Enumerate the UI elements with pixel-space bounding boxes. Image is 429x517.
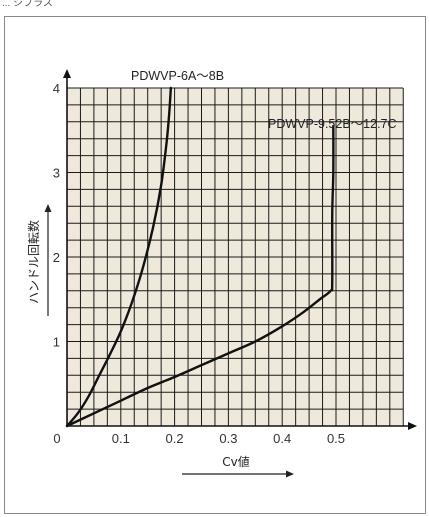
y-axis-title: ハンドル回転数: [26, 220, 41, 304]
x-axis-title: Cv値: [222, 454, 249, 469]
y-tick-label: 2: [53, 250, 60, 265]
x-tick-label: 0.5: [327, 431, 345, 446]
x-axis-arrowhead: [408, 422, 417, 430]
y-axis-arrowhead: [63, 69, 71, 78]
x-tick-label: 0.1: [112, 431, 130, 446]
x-tick-label: 0.4: [273, 431, 291, 446]
header-fragment: ... ジプラス: [2, 0, 53, 9]
series-label-pdwvp-6a-8b: PDWVP-6A～8B: [131, 69, 224, 83]
y-axis-title-arrowhead: [44, 204, 52, 212]
series-line-1: [65, 124, 335, 428]
x-axis-title-arrowhead: [286, 470, 294, 478]
tick-labels: 0 0.1 0.2 0.3 0.4 0.5 1 2 3 4: [53, 81, 345, 446]
x-tick-label: 0.2: [166, 431, 184, 446]
y-tick-label: 4: [53, 81, 60, 96]
y-tick-label: 3: [53, 166, 60, 181]
x-tick-label: 0: [53, 431, 60, 446]
series-label-pdwvp-9-52b-12-7c: PDWVP-9.52B～12.7C: [268, 117, 397, 131]
x-tick-label: 0.3: [219, 431, 237, 446]
grid: [67, 87, 404, 426]
series-line-0: [65, 86, 173, 428]
y-tick-label: 1: [53, 335, 60, 350]
curves: [65, 86, 335, 428]
figure-frame: [4, 16, 426, 514]
axes: [63, 69, 417, 430]
